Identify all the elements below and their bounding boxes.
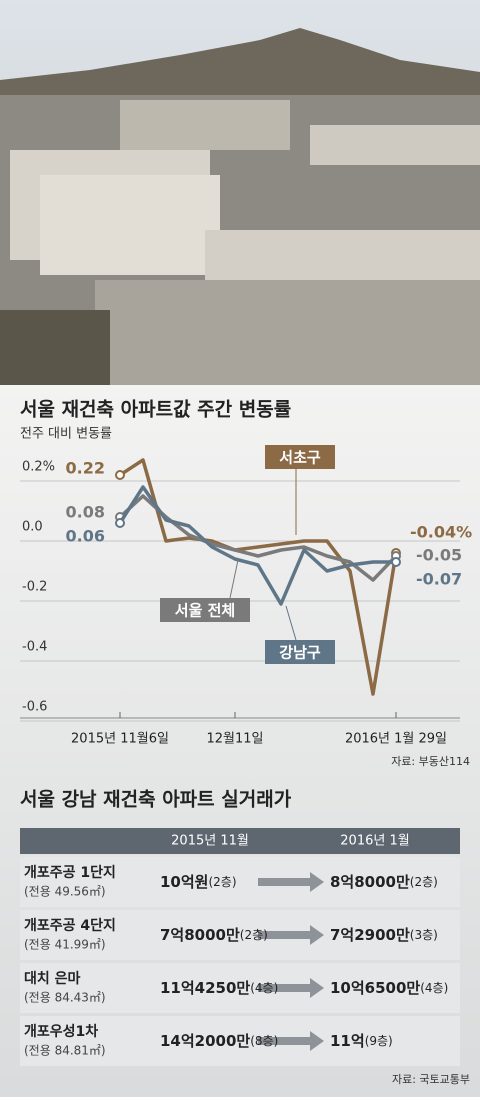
price-cell: 8억8000만(2층) bbox=[330, 873, 438, 891]
chart-source: 자료: 부동산114 bbox=[391, 755, 470, 768]
y-tick-label: -0.6 bbox=[22, 700, 47, 715]
callout-line bbox=[285, 605, 297, 641]
price-cell: 7억8000만(2층) bbox=[160, 926, 268, 944]
floor: (4층) bbox=[420, 981, 448, 995]
series-line bbox=[118, 485, 396, 606]
price: 7억2900만 bbox=[330, 926, 410, 944]
legend-box bbox=[265, 445, 335, 469]
data-label: 0.08 bbox=[66, 503, 105, 522]
floor: (8층) bbox=[250, 1034, 278, 1048]
data-label: -0.05 bbox=[416, 546, 462, 565]
price: 11억 bbox=[330, 1032, 365, 1050]
table-row bbox=[20, 1016, 460, 1066]
row-name: 개포주공 4단지 bbox=[24, 917, 116, 934]
row-name: 개포우성1차 bbox=[24, 1024, 98, 1040]
price-cell: 14억2000만(8층) bbox=[160, 1032, 278, 1050]
endpoint-marker bbox=[391, 557, 401, 567]
arrow-head bbox=[310, 925, 324, 945]
column-header: 2015년 11월 bbox=[171, 834, 249, 849]
data-label: 0.22 bbox=[66, 459, 105, 478]
row-name: 개포주공 1단지 bbox=[24, 864, 116, 881]
arrow-body bbox=[258, 878, 310, 886]
floor: (2층) bbox=[208, 875, 236, 889]
floor: (3층) bbox=[410, 928, 438, 942]
row-area: (전용 84.43㎡) bbox=[24, 991, 106, 1005]
price-cell: 10억6500만(4층) bbox=[330, 979, 448, 997]
price-cell: 11억(9층) bbox=[330, 1032, 393, 1050]
price: 10억원 bbox=[160, 873, 208, 891]
legend-label: 서울 전체 bbox=[175, 602, 235, 620]
x-tick-label: 12월11일 bbox=[206, 732, 263, 747]
row-name: 대치 은마 bbox=[24, 971, 81, 987]
series-line bbox=[119, 458, 398, 696]
legend-box bbox=[265, 640, 335, 664]
arrow-head bbox=[310, 978, 324, 998]
column-header: 2016년 1월 bbox=[340, 834, 409, 849]
arrow-head bbox=[310, 872, 324, 892]
price: 8억8000만 bbox=[330, 873, 410, 891]
endpoint-marker bbox=[115, 470, 125, 480]
table-header bbox=[20, 828, 460, 854]
table-row bbox=[20, 963, 460, 1013]
table-row bbox=[20, 857, 460, 907]
arrow-head bbox=[310, 1031, 324, 1051]
price: 10억6500만 bbox=[330, 979, 420, 997]
row-area: (전용 41.99㎡) bbox=[24, 938, 106, 952]
row-area: (전용 49.56㎡) bbox=[24, 885, 106, 899]
arrow-body bbox=[258, 1037, 310, 1045]
legend-label: 강남구 bbox=[279, 644, 321, 662]
price-cell: 11억4250만(4층) bbox=[160, 979, 278, 997]
table-title: 서울 강남 재건축 아파트 실거래가 bbox=[20, 789, 292, 811]
arrow-body bbox=[258, 984, 310, 992]
price: 11억4250만 bbox=[160, 979, 250, 997]
floor: (9층) bbox=[365, 1034, 393, 1048]
chart-subtitle: 전주 대비 변동률 bbox=[20, 427, 112, 442]
y-tick-label: 0.2% bbox=[22, 460, 55, 475]
data-label: -0.04% bbox=[410, 523, 472, 542]
photo bbox=[0, 0, 480, 385]
endpoint-marker bbox=[115, 518, 125, 528]
price: 7억8000만 bbox=[160, 926, 240, 944]
table-source: 자료: 국토교통부 bbox=[392, 1073, 470, 1086]
floor: (2층) bbox=[240, 928, 268, 942]
y-tick-label: -0.2 bbox=[22, 580, 47, 595]
callout-line bbox=[229, 559, 239, 599]
y-tick-label: 0.0 bbox=[22, 520, 43, 535]
table-row bbox=[20, 910, 460, 960]
chart-title: 서울 재건축 아파트값 주간 변동률 bbox=[20, 399, 291, 421]
data-label: -0.07 bbox=[416, 570, 462, 589]
price-cell: 10억원(2층) bbox=[160, 873, 237, 891]
price-cell: 7억2900만(3층) bbox=[330, 926, 438, 944]
floor: (4층) bbox=[250, 981, 278, 995]
price: 14억2000만 bbox=[160, 1032, 250, 1050]
floor: (2층) bbox=[410, 875, 438, 889]
x-tick-label: 2016년 1월 29일 bbox=[345, 732, 447, 747]
legend-box bbox=[160, 598, 250, 622]
data-label: 0.06 bbox=[66, 527, 105, 546]
legend-label: 서초구 bbox=[279, 449, 321, 467]
arrow-body bbox=[258, 931, 310, 939]
y-tick-label: -0.4 bbox=[22, 640, 47, 655]
x-tick-label: 2015년 11월6일 bbox=[71, 732, 169, 747]
row-area: (전용 84.81㎡) bbox=[24, 1044, 106, 1058]
